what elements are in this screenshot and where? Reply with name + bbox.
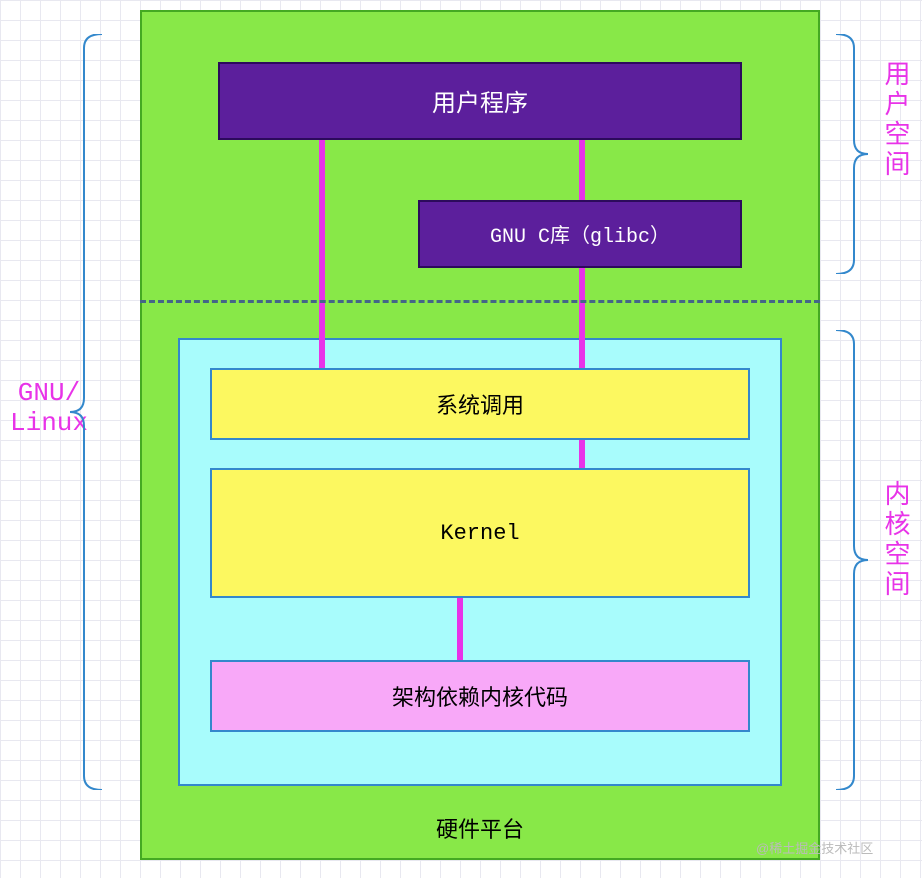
right-top-brace: [834, 34, 870, 274]
connector-user_program-syscall: [319, 140, 325, 368]
right-bottom-brace: [834, 330, 870, 790]
node-arch_code: 架构依赖内核代码: [210, 660, 750, 732]
gnu-linux-label-line1: GNU/: [10, 378, 88, 408]
kernel-space-label: 内核空间: [876, 480, 913, 600]
gnu-linux-label-line2: Linux: [10, 408, 88, 438]
node-syscall: 系统调用: [210, 368, 750, 440]
node-glibc: GNU C库（glibc）: [418, 200, 742, 268]
hardware-platform-label: 硬件平台: [140, 804, 820, 852]
gnu-linux-label: GNU/ Linux: [10, 378, 88, 438]
connector-glibc-syscall: [579, 268, 585, 368]
user-space-label: 用户空间: [876, 60, 913, 180]
user-kernel-divider: [140, 300, 820, 303]
connector-syscall-kernel: [579, 440, 585, 468]
node-kernel: Kernel: [210, 468, 750, 598]
connector-user_program-glibc: [579, 140, 585, 200]
connector-kernel-arch_code: [457, 598, 463, 660]
node-user_program: 用户程序: [218, 62, 742, 140]
watermark: @稀土掘金技术社区: [756, 838, 873, 857]
